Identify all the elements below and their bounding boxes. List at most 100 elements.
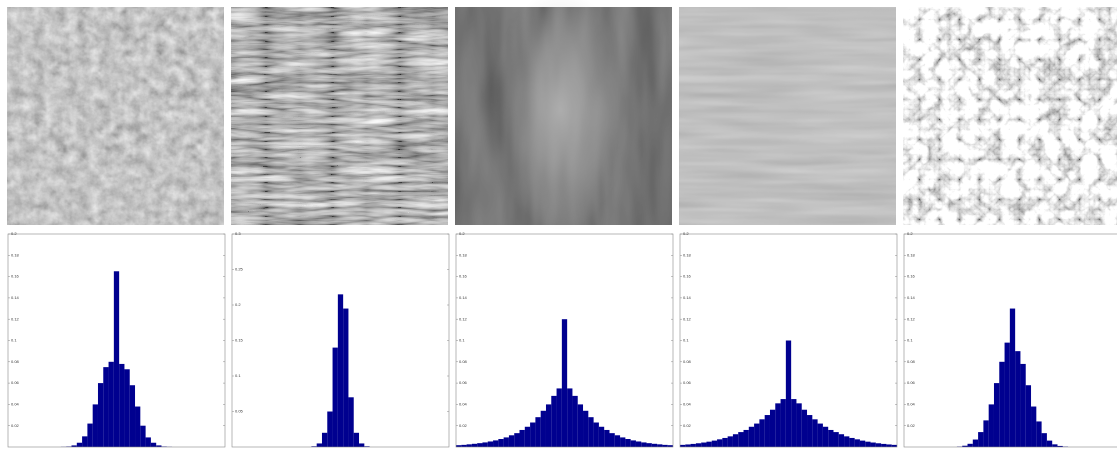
histogram-bar — [833, 432, 839, 447]
histogram-bar — [103, 367, 109, 447]
histogram-bar — [886, 444, 892, 447]
histogram-bar — [343, 308, 349, 447]
histogram-bar — [1015, 351, 1021, 447]
y-tick-label: 0.2 — [907, 231, 913, 236]
histogram-bar — [514, 433, 520, 447]
y-tick-label: 0.16 — [683, 274, 692, 279]
histogram-bar — [540, 410, 546, 447]
histogram-bar — [311, 446, 317, 447]
y-tick-label: 0.1 — [235, 373, 241, 378]
histogram-bar — [583, 410, 589, 447]
y-tick-label: 0.16 — [907, 274, 916, 279]
histogram-bar — [353, 432, 360, 447]
y-tick-label: 0.18 — [683, 252, 692, 257]
histogram-bar — [482, 442, 488, 447]
y-tick-label: 0.14 — [683, 295, 692, 300]
histogram-bar — [593, 422, 599, 447]
histogram-bar — [780, 399, 786, 447]
texture-image — [903, 7, 1117, 225]
histogram-bar — [620, 437, 626, 447]
histogram-bar — [769, 409, 776, 447]
histogram-bar — [92, 404, 98, 447]
y-tick-label: 0.18 — [459, 252, 468, 257]
y-tick-label: 0.02 — [683, 423, 692, 428]
histogram-bar — [657, 444, 663, 447]
histogram-bar — [535, 417, 541, 447]
histogram-bar — [972, 439, 979, 447]
y-tick-label: 0.14 — [459, 295, 468, 300]
y-tick-label: 0.14 — [907, 295, 916, 300]
histogram-bar — [978, 432, 984, 447]
histogram-bar — [988, 404, 994, 447]
histogram-bar — [545, 404, 552, 447]
histogram-bar — [962, 445, 968, 447]
smoke-plume — [490, 0, 630, 230]
histogram-bar — [87, 423, 93, 447]
histogram-bar — [498, 439, 504, 447]
histogram-bar — [1036, 421, 1042, 447]
histogram-bar — [321, 432, 328, 447]
histogram-bar — [754, 423, 760, 447]
histogram-bar — [1025, 385, 1032, 447]
histogram-bar — [1052, 444, 1058, 447]
histogram-bar — [738, 432, 744, 447]
y-tick-label: 0.12 — [683, 316, 692, 321]
histogram-bar — [150, 442, 157, 447]
histogram-bar — [849, 437, 855, 447]
histogram-bar — [662, 444, 668, 447]
histogram-bar — [717, 439, 723, 447]
histogram-bar — [604, 429, 610, 447]
histogram-bar — [870, 442, 876, 447]
histogram-bar — [124, 369, 130, 447]
y-tick-label: 0.05 — [235, 409, 244, 414]
y-tick-label: 0.04 — [683, 401, 692, 406]
y-tick-label: 0.3 — [235, 231, 241, 236]
histogram-bar — [316, 443, 322, 447]
histogram-bar — [625, 439, 631, 447]
histogram-bar — [844, 436, 850, 447]
histogram-bar — [646, 443, 652, 447]
y-tick-label: 0.16 — [11, 274, 20, 279]
y-tick-label: 0.02 — [907, 423, 916, 428]
histogram-bar — [822, 426, 829, 447]
histogram-bar — [97, 383, 104, 447]
histogram-bar — [493, 440, 499, 447]
y-tick-label: 0.02 — [11, 423, 20, 428]
histogram-bar — [503, 437, 509, 447]
histogram-bar — [524, 426, 531, 447]
y-tick-label: 0.25 — [235, 267, 244, 272]
histogram-bar — [567, 388, 573, 447]
histogram-bar — [983, 420, 989, 447]
histogram-bar — [1046, 440, 1053, 447]
y-tick-label: 0.04 — [907, 401, 916, 406]
y-tick-label: 0.08 — [11, 359, 20, 364]
y-tick-label: 0.1 — [11, 338, 17, 343]
histogram-bar — [722, 437, 728, 447]
histogram-bar — [695, 443, 702, 447]
histogram-bar — [359, 443, 365, 447]
histogram-bar — [796, 403, 802, 447]
histogram-bar — [785, 340, 792, 447]
histogram-bar — [1057, 445, 1063, 447]
y-tick-label: 0.18 — [907, 252, 916, 257]
histogram-bar — [701, 442, 707, 447]
histogram-bar — [865, 441, 871, 447]
histogram-bar — [609, 433, 615, 447]
histogram-bar — [156, 445, 162, 447]
histogram-bar — [466, 444, 472, 447]
histogram-bar — [572, 395, 578, 447]
y-tick-label: 0.1 — [683, 338, 689, 343]
histogram-bar — [337, 294, 344, 447]
histogram-bar — [859, 440, 866, 447]
y-tick-label: 0.2 — [459, 231, 465, 236]
texture-image — [231, 7, 448, 225]
texture-image — [7, 7, 224, 225]
y-tick-label: 0.02 — [459, 423, 468, 428]
histogram-bar — [759, 419, 765, 447]
y-tick-label: 0.15 — [235, 338, 244, 343]
histogram-bar — [993, 383, 1000, 447]
histogram-bar — [764, 415, 770, 447]
histogram-bar — [332, 347, 338, 447]
